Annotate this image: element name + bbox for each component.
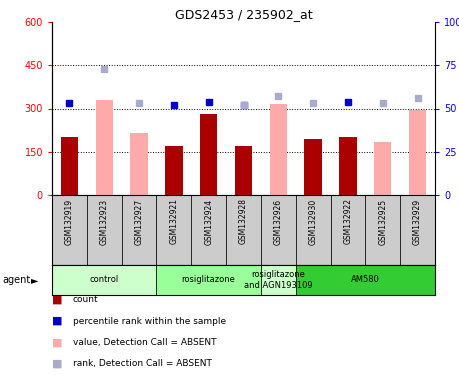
Bar bbox=[52, 195, 87, 265]
Text: rosiglitazone: rosiglitazone bbox=[182, 275, 235, 285]
Text: percentile rank within the sample: percentile rank within the sample bbox=[73, 317, 226, 326]
Text: ■: ■ bbox=[52, 358, 62, 368]
Text: rank, Detection Call = ABSENT: rank, Detection Call = ABSENT bbox=[73, 359, 212, 368]
Text: agent: agent bbox=[2, 275, 31, 285]
Bar bbox=[157, 195, 191, 265]
Title: GDS2453 / 235902_at: GDS2453 / 235902_at bbox=[175, 8, 312, 21]
Bar bbox=[165, 146, 183, 195]
Bar bbox=[122, 195, 157, 265]
Text: GSM132919: GSM132919 bbox=[65, 199, 74, 245]
Text: ►: ► bbox=[31, 275, 39, 285]
Bar bbox=[339, 137, 357, 195]
Bar bbox=[226, 195, 261, 265]
Bar bbox=[191, 195, 226, 265]
Bar bbox=[374, 142, 392, 195]
Bar bbox=[409, 110, 426, 195]
Text: GSM132925: GSM132925 bbox=[378, 199, 387, 245]
Bar bbox=[235, 146, 252, 195]
Text: control: control bbox=[90, 275, 119, 285]
Text: rosiglitazone
and AGN193109: rosiglitazone and AGN193109 bbox=[244, 270, 313, 290]
Bar bbox=[400, 195, 435, 265]
Text: GSM132926: GSM132926 bbox=[274, 199, 283, 245]
Bar bbox=[296, 265, 435, 295]
Bar bbox=[87, 195, 122, 265]
Text: GSM132921: GSM132921 bbox=[169, 199, 179, 245]
Text: ■: ■ bbox=[52, 295, 62, 305]
Text: GSM132924: GSM132924 bbox=[204, 199, 213, 245]
Text: ■: ■ bbox=[52, 316, 62, 326]
Text: GSM132928: GSM132928 bbox=[239, 199, 248, 245]
Bar bbox=[261, 195, 296, 265]
Text: AM580: AM580 bbox=[351, 275, 380, 285]
Bar bbox=[130, 133, 148, 195]
Bar bbox=[95, 100, 113, 195]
Text: GSM132923: GSM132923 bbox=[100, 199, 109, 245]
Text: GSM132929: GSM132929 bbox=[413, 199, 422, 245]
Bar bbox=[61, 137, 78, 195]
Bar bbox=[269, 104, 287, 195]
Text: value, Detection Call = ABSENT: value, Detection Call = ABSENT bbox=[73, 338, 216, 347]
Text: GSM132927: GSM132927 bbox=[134, 199, 144, 245]
Text: GSM132922: GSM132922 bbox=[343, 199, 353, 245]
Text: ■: ■ bbox=[52, 337, 62, 347]
Text: GSM132930: GSM132930 bbox=[308, 199, 318, 245]
Bar bbox=[261, 265, 296, 295]
Bar bbox=[52, 265, 157, 295]
Bar bbox=[296, 195, 330, 265]
Bar bbox=[304, 139, 322, 195]
Bar bbox=[157, 265, 261, 295]
Bar bbox=[200, 114, 218, 195]
Bar bbox=[365, 195, 400, 265]
Bar bbox=[330, 195, 365, 265]
Text: count: count bbox=[73, 296, 98, 305]
